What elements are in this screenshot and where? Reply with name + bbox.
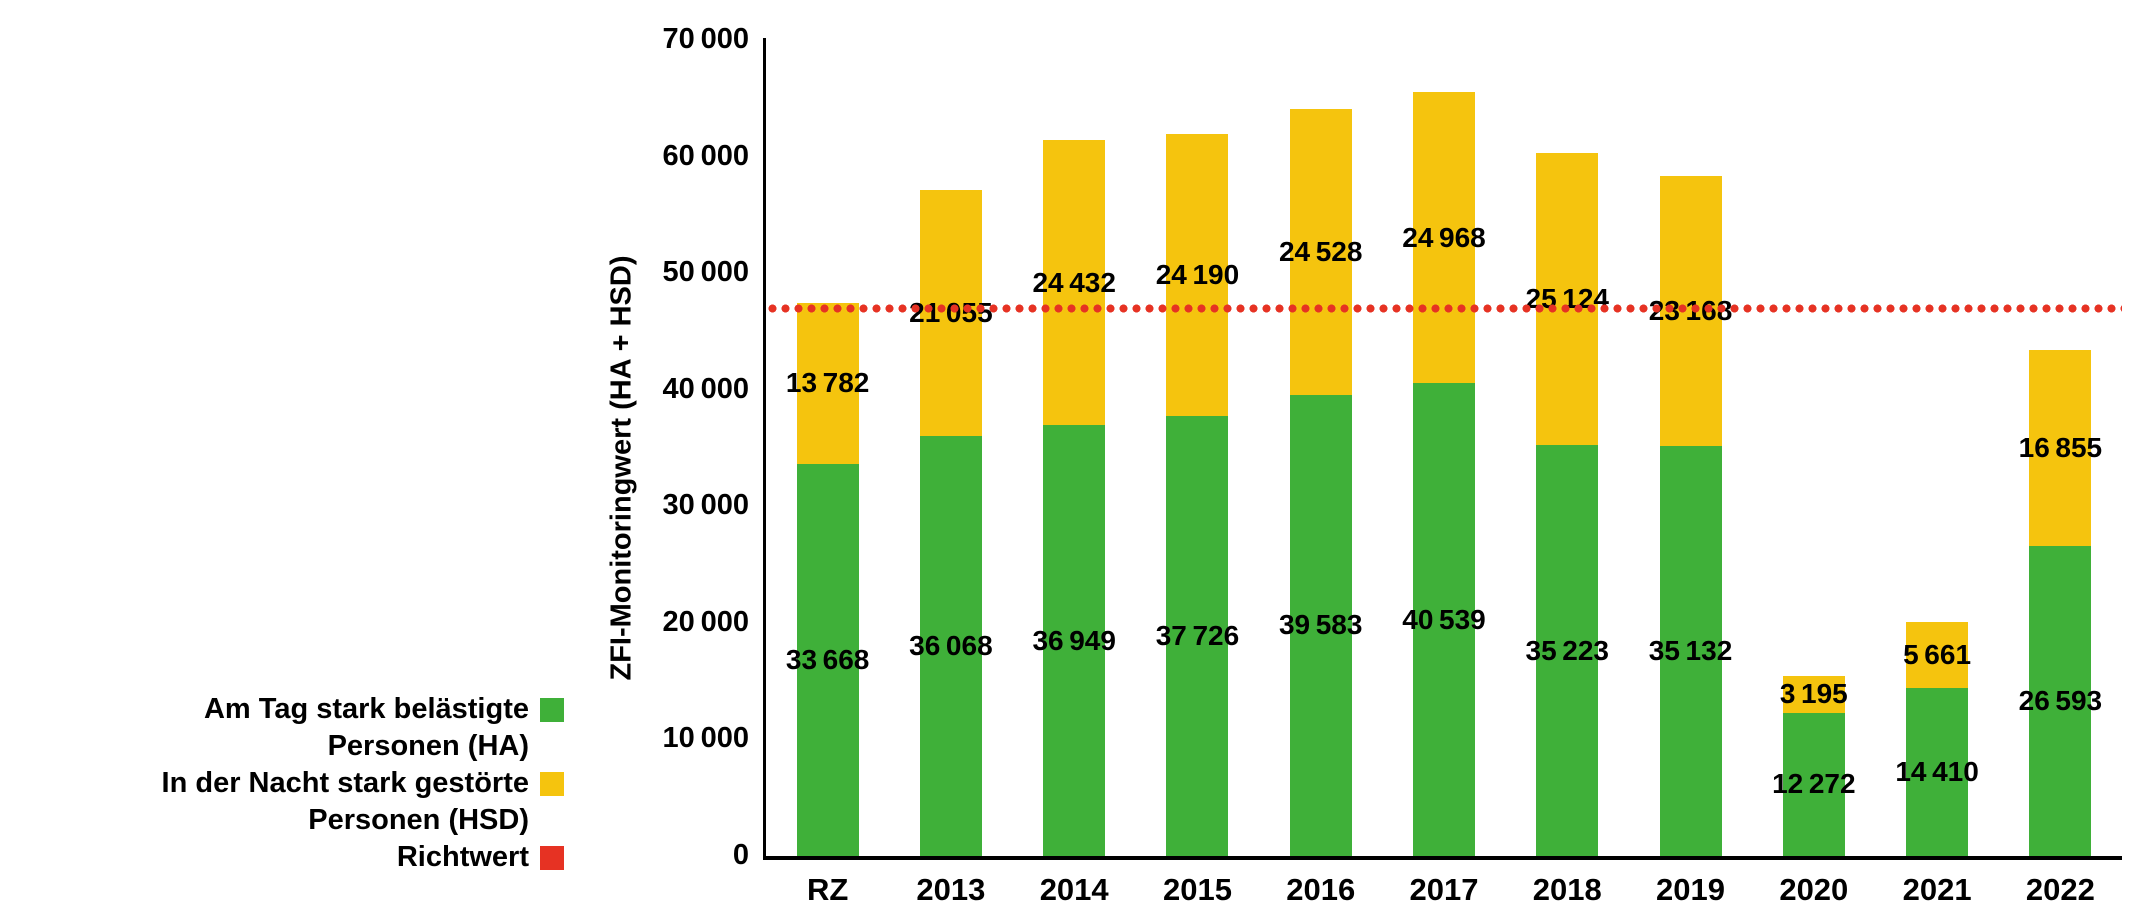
value-label-ha: 37 726 — [1155, 620, 1240, 652]
value-label-hsd: 16 855 — [2018, 431, 2103, 463]
value-label-ha: 36 068 — [909, 629, 993, 661]
x-axis-label: 2022 — [2025, 872, 2095, 907]
bar-segment-hsd — [1906, 622, 1969, 688]
legend-label: Am Tag stark belästigte Personen (HA) — [204, 691, 529, 765]
value-label-ha: 26 593 — [2018, 685, 2103, 716]
y-tick-label: 20 000 — [662, 605, 749, 638]
bar-segment-ha — [1782, 712, 1845, 856]
y-axis-line — [763, 38, 766, 856]
plot-area: 0 10 000 20 000 30 000 40 000 50 000 60 000 70 … — [663, 23, 2122, 907]
bar-segment-hsd — [919, 190, 982, 436]
x-axis-label: 2017 — [1409, 872, 1479, 907]
richtwert-line — [766, 303, 2122, 313]
bar-segment-hsd — [1782, 675, 1845, 713]
value-label-hsd: 5 661 — [1903, 639, 1972, 671]
y-tick-label: 0 — [732, 838, 749, 871]
legend-swatch — [540, 698, 564, 722]
legend-swatch — [540, 846, 564, 870]
value-label-hsd: 24 968 — [1402, 221, 1486, 253]
legend-swatch — [540, 772, 564, 796]
y-axis-title: ZFI-Monitoringwert (HA + HSD) — [605, 255, 638, 681]
legend-label-line: Personen (HA) — [327, 730, 529, 762]
bar-segment-hsd — [1536, 152, 1599, 446]
legend-label-line: Am Tag stark belästigte — [203, 693, 529, 725]
bar-segment-ha — [1289, 394, 1352, 856]
bar-segment-ha — [1906, 688, 1969, 856]
value-label-ha: 36 949 — [1032, 624, 1116, 656]
legend-label: Richtwert — [397, 839, 529, 876]
x-axis-label: 2015 — [1162, 872, 1232, 907]
legend-label-line: In der Nacht stark gestörte — [161, 767, 529, 799]
value-label-hsd: 24 190 — [1155, 259, 1240, 291]
bar-segment-ha — [1166, 416, 1229, 856]
bar-segment-ha — [1536, 445, 1599, 856]
y-tick-label: 70 000 — [662, 22, 749, 55]
legend-item: Richtwert — [0, 839, 564, 876]
y-tick-label: 50 000 — [662, 255, 749, 288]
bar-segment-ha — [1043, 425, 1106, 856]
value-label-hsd: 21 055 — [909, 297, 992, 329]
y-tick-label: 40 000 — [662, 372, 749, 405]
value-label-ha: 40 539 — [1402, 603, 1486, 635]
x-axis-label: 2013 — [916, 872, 986, 907]
chart-legend: Am Tag stark belästigte Personen (HA) In d… — [0, 691, 564, 876]
value-label-ha: 33 668 — [785, 643, 870, 675]
bar-segment-ha — [796, 463, 859, 856]
value-label-hsd: 13 782 — [785, 367, 870, 399]
value-label-ha: 35 132 — [1648, 635, 1733, 667]
bar-segment-hsd — [1413, 92, 1475, 384]
x-axis-label: 2016 — [1286, 872, 1356, 907]
y-tick-label: 60 000 — [662, 139, 749, 172]
value-label-ha: 35 223 — [1525, 634, 1609, 666]
value-label-ha: 12 272 — [1772, 768, 1856, 800]
bar-segment-ha — [919, 435, 982, 856]
y-tick-label: 10 000 — [662, 722, 749, 755]
legend-item: In der Nacht stark gestörte Personen (HSD… — [0, 765, 564, 839]
bar-segment-ha — [1659, 446, 1722, 856]
x-axis-label: 2021 — [1902, 872, 1972, 907]
legend-label-line: Personen (HSD) — [308, 804, 529, 836]
bar-segment-ha — [2029, 546, 2092, 856]
bar-segment-hsd — [1043, 140, 1106, 426]
x-axis-label: 2020 — [1779, 872, 1849, 907]
x-axis-line — [763, 856, 2122, 860]
x-axis-label: RZ — [806, 872, 849, 907]
x-axis-label: 2014 — [1039, 872, 1109, 907]
x-axis-label: 2019 — [1656, 872, 1726, 907]
x-axis-label: 2018 — [1532, 872, 1602, 907]
legend-label: In der Nacht stark gestörte Personen (HSD… — [162, 765, 529, 839]
value-label-hsd: 24 528 — [1278, 235, 1363, 267]
legend-label-line: Richtwert — [396, 841, 529, 873]
bar-segment-hsd — [1289, 108, 1352, 395]
bar-segment-ha — [1413, 383, 1475, 856]
value-label-hsd: 24 432 — [1032, 266, 1116, 298]
value-label-ha: 39 583 — [1278, 609, 1363, 641]
bar-segment-hsd — [796, 302, 859, 464]
value-label-hsd: 3 195 — [1779, 678, 1848, 710]
bar-segment-hsd — [1166, 134, 1229, 417]
y-tick-label: 30 000 — [662, 489, 749, 522]
legend-item: Am Tag stark belästigte Personen (HA) — [0, 691, 564, 765]
bar-segment-hsd — [2029, 349, 2092, 546]
value-label-ha: 14 410 — [1895, 756, 1979, 787]
